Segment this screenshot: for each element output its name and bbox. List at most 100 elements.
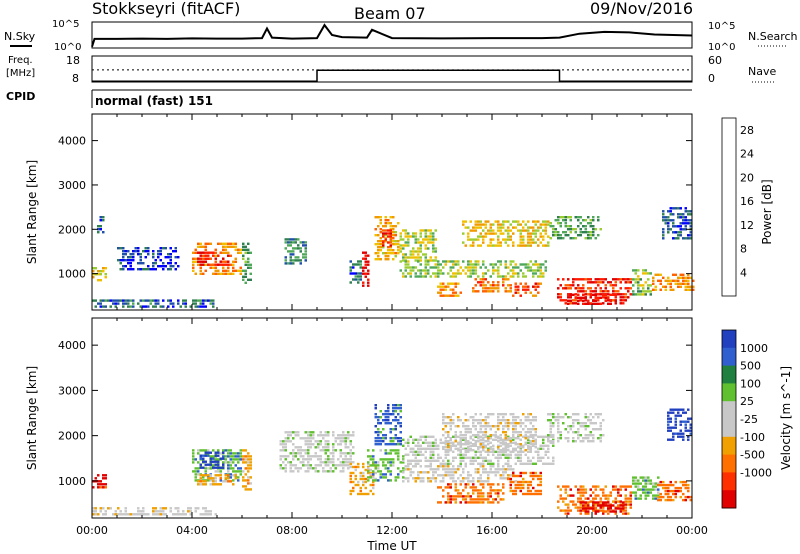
heatmap-cell [182,302,185,305]
heatmap-cell [542,244,545,247]
heatmap-cell [644,476,647,479]
heatmap-cell [404,447,407,450]
heatmap-cell [374,437,377,440]
heatmap-cell [462,456,465,459]
heatmap-cell [399,232,402,235]
heatmap-cell [672,435,675,438]
heatmap-cell [487,498,490,501]
heatmap-cell [627,497,630,500]
heatmap-cell [384,422,387,425]
velocity-colorbar-tick: -100 [740,431,765,444]
heatmap-cell [407,244,410,247]
heatmap-cell [157,253,160,256]
heatmap-cell [487,480,490,483]
heatmap-cell [559,416,562,419]
heatmap-cell [154,302,157,305]
heatmap-cell [432,441,435,444]
heatmap-cell [287,250,290,253]
heatmap-cell [627,290,630,293]
heatmap-cell [129,305,132,308]
heatmap-cell [397,422,400,425]
heatmap-cell [437,291,440,294]
heatmap-cell [692,288,695,291]
heatmap-cell [567,509,570,512]
heatmap-cell [424,450,427,453]
heatmap-cell [674,480,677,484]
heatmap-cell [532,434,535,437]
heatmap-cell [209,257,212,260]
heatmap-cell [224,474,227,477]
heatmap-cell [667,423,670,426]
heatmap-cell [577,431,580,434]
heatmap-cell [614,293,617,296]
heatmap-cell [577,296,580,299]
heatmap-cell [532,220,535,223]
heatmap-cell [584,497,587,500]
heatmap-cell [429,480,432,483]
heatmap-cell [322,449,325,452]
heatmap-cell [497,287,500,290]
heatmap-cell [222,466,225,469]
heatmap-cell [514,422,517,425]
heatmap-cell [579,494,582,497]
heatmap-cell [232,470,235,473]
heatmap-cell [559,434,562,437]
heatmap-cell [514,419,517,422]
heatmap-cell [487,501,490,504]
heatmap-cell [139,299,142,302]
heatmap-cell [197,461,200,464]
heatmap-cell [564,485,567,488]
heatmap-cell [394,476,397,479]
heatmap-cell [242,455,245,458]
heatmap-cell [512,220,515,223]
heatmap-cell [284,256,287,259]
heatmap-cell [247,278,250,281]
heatmap-cell [369,468,372,472]
heatmap-cell [297,238,300,241]
heatmap-cell [514,282,517,285]
heatmap-cell [432,250,435,253]
heatmap-cell [519,444,522,447]
heatmap-cell [619,488,622,491]
heatmap-cell [462,438,465,441]
heatmap-cell [402,244,405,247]
heatmap-cell [497,269,500,272]
heatmap-cell [357,483,360,487]
heatmap-cell [387,443,390,446]
heatmap-cell [414,232,417,235]
heatmap-cell [489,428,492,431]
heatmap-cell [492,269,495,272]
heatmap-cell [477,501,480,504]
heatmap-cell [199,483,202,486]
heatmap-cell [162,513,165,516]
heatmap-cell [652,497,655,500]
heatmap-cell [202,457,205,460]
heatmap-cell [547,244,550,247]
heatmap-cell [467,428,470,431]
heatmap-cell [472,486,475,489]
heatmap-cell [222,272,225,275]
heatmap-cell [104,273,107,276]
freq-left-label-2: [MHz] [6,68,35,79]
heatmap-cell [519,443,522,446]
heatmap-cell [479,278,482,281]
heatmap-cell [544,444,547,447]
heatmap-cell [672,213,675,216]
heatmap-cell [402,471,405,474]
heatmap-cell [287,238,290,241]
heatmap-cell [394,452,397,455]
heatmap-cell [542,456,545,459]
heatmap-cell [427,235,430,238]
heatmap-cell [632,284,635,287]
heatmap-cell [172,513,175,516]
heatmap-cell [427,263,430,266]
heatmap-cell [167,299,170,302]
heatmap-cell [134,513,137,516]
heatmap-cell [367,476,370,479]
heatmap-cell [377,240,380,243]
heatmap-cell [479,226,482,229]
heatmap-cell [559,225,562,228]
heatmap-cell [689,219,692,222]
